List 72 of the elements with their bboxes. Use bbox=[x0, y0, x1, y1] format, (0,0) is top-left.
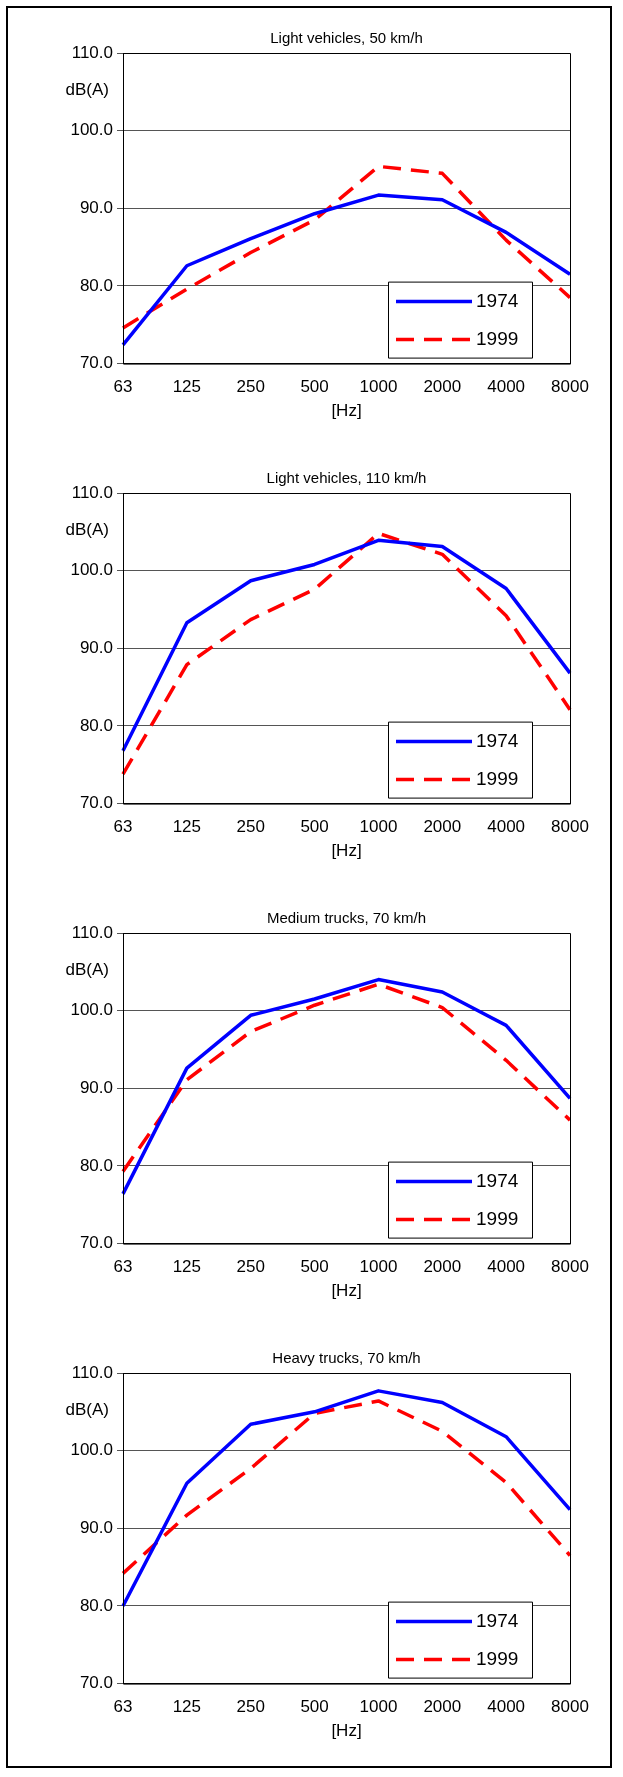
chart-title: Heavy trucks, 70 km/h bbox=[272, 1349, 421, 1366]
y-axis-title: dB(A) bbox=[65, 520, 109, 539]
x-tick-label: 8000 bbox=[551, 817, 589, 837]
y-tick-label: 100.0 bbox=[70, 1440, 113, 1460]
legend-label: 1999 bbox=[476, 1647, 519, 1669]
x-tick-label: 63 bbox=[113, 1697, 133, 1717]
y-tick-label: 110.0 bbox=[71, 42, 113, 62]
x-tick-label: 125 bbox=[172, 1257, 202, 1277]
x-tick-label: 8000 bbox=[551, 1257, 589, 1277]
x-tick-label: 4000 bbox=[487, 377, 526, 397]
chart-title: Light vehicles, 110 km/h bbox=[266, 469, 427, 486]
y-tick-label: 100.0 bbox=[70, 1000, 113, 1020]
legend-label: 1974 bbox=[476, 1609, 519, 1631]
y-axis-title: dB(A) bbox=[65, 960, 109, 979]
y-tick-label: 80.0 bbox=[79, 275, 113, 295]
x-tick-label: 500 bbox=[300, 1257, 329, 1277]
x-tick-label: 2000 bbox=[423, 1257, 462, 1277]
x-axis-title: [Hz] bbox=[331, 1720, 362, 1740]
y-tick-label: 90.0 bbox=[79, 637, 113, 657]
x-tick-label: 1000 bbox=[359, 377, 398, 397]
x-tick-label: 500 bbox=[300, 1697, 329, 1717]
y-tick-label: 100.0 bbox=[70, 560, 113, 580]
y-tick-label: 80.0 bbox=[79, 1155, 113, 1175]
x-tick-label: 2000 bbox=[423, 1697, 462, 1717]
x-tick-label: 250 bbox=[236, 1697, 265, 1717]
legend-label: 1999 bbox=[476, 1207, 519, 1229]
y-tick-label: 100.0 bbox=[70, 120, 113, 140]
x-tick-label: 250 bbox=[236, 1257, 265, 1277]
y-tick-label: 90.0 bbox=[79, 1517, 113, 1537]
y-tick-label: 110.0 bbox=[71, 1362, 113, 1382]
x-tick-label: 250 bbox=[236, 377, 265, 397]
x-tick-label: 8000 bbox=[551, 1697, 589, 1717]
y-tick-label: 70.0 bbox=[79, 1233, 113, 1253]
y-tick-label: 80.0 bbox=[79, 1595, 113, 1615]
x-tick-label: 1000 bbox=[359, 1697, 398, 1717]
y-tick-label: 70.0 bbox=[79, 1673, 113, 1693]
y-tick-label: 70.0 bbox=[79, 353, 113, 373]
y-tick-label: 90.0 bbox=[79, 1077, 113, 1097]
x-tick-label: 125 bbox=[172, 1697, 202, 1717]
x-tick-label: 1000 bbox=[359, 1257, 398, 1277]
x-tick-label: 125 bbox=[172, 377, 202, 397]
x-tick-label: 250 bbox=[236, 817, 265, 837]
x-axis-title: [Hz] bbox=[331, 840, 362, 860]
chart-title: Light vehicles, 50 km/h bbox=[270, 29, 423, 46]
y-tick-label: 80.0 bbox=[79, 715, 113, 735]
x-tick-label: 63 bbox=[113, 1257, 133, 1277]
x-tick-label: 2000 bbox=[423, 377, 462, 397]
x-tick-label: 4000 bbox=[487, 817, 526, 837]
x-tick-label: 63 bbox=[113, 377, 133, 397]
y-tick-label: 110.0 bbox=[71, 482, 113, 502]
chart-title: Medium trucks, 70 km/h bbox=[266, 909, 427, 926]
legend-label: 1974 bbox=[476, 1169, 519, 1191]
legend-label: 1974 bbox=[476, 289, 519, 311]
x-tick-label: 125 bbox=[172, 817, 202, 837]
x-tick-label: 2000 bbox=[423, 817, 462, 837]
legend-label: 1974 bbox=[476, 729, 519, 751]
x-tick-label: 500 bbox=[300, 817, 329, 837]
legend-label: 1999 bbox=[476, 767, 519, 789]
x-tick-label: 8000 bbox=[551, 377, 589, 397]
x-axis-title: [Hz] bbox=[331, 1280, 362, 1300]
x-tick-label: 500 bbox=[300, 377, 329, 397]
y-tick-label: 70.0 bbox=[79, 793, 113, 813]
x-tick-label: 1000 bbox=[359, 817, 398, 837]
x-tick-label: 4000 bbox=[487, 1257, 526, 1277]
y-tick-label: 110.0 bbox=[71, 922, 113, 942]
x-tick-label: 4000 bbox=[487, 1697, 526, 1717]
y-axis-title: dB(A) bbox=[65, 80, 109, 99]
x-axis-title: [Hz] bbox=[331, 400, 362, 420]
legend-label: 1999 bbox=[476, 327, 519, 349]
y-axis-title: dB(A) bbox=[65, 1400, 109, 1419]
y-tick-label: 90.0 bbox=[79, 197, 113, 217]
x-tick-label: 63 bbox=[113, 817, 133, 837]
